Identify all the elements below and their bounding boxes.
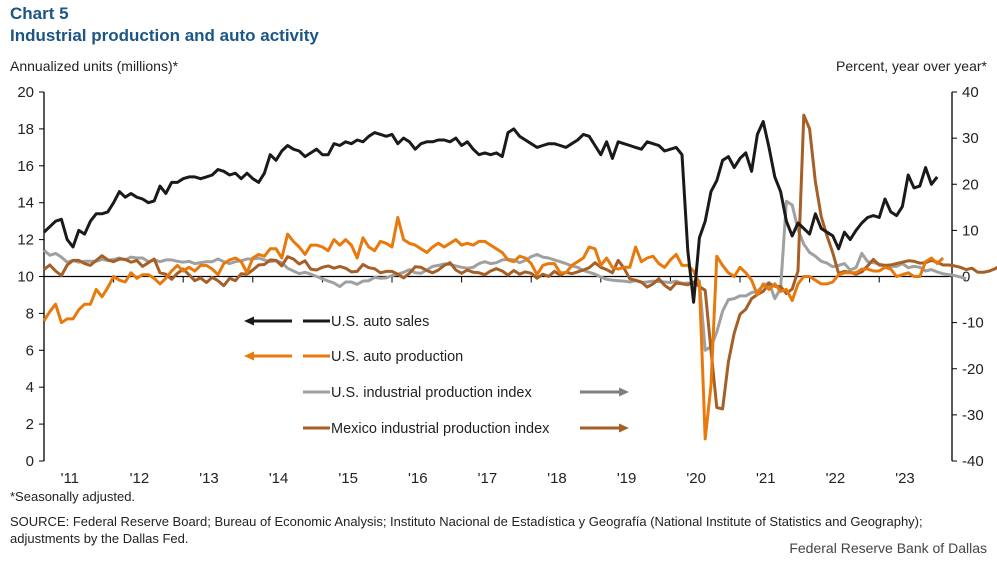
x-tick-label: '13 (199, 470, 219, 487)
u-s-auto-sales-line (42, 120, 939, 304)
legend-arrowhead-right-icon (619, 423, 629, 433)
left-tick-label: 12 (17, 232, 34, 249)
chart-svg: 0 2 4 6 8 10 12 14 16 18 20 -40 -30 -20 -10 0 10 20 30 40 '1… (17, 84, 997, 487)
left-tick-label: 20 (17, 84, 34, 101)
x-tick-label: '19 (617, 470, 637, 487)
x-tick-label: '21 (756, 470, 776, 487)
left-axis-label: Annualized units (millions)* (10, 58, 179, 74)
left-tick-label: 14 (17, 195, 34, 212)
left-tick-label: 0 (26, 453, 34, 470)
legend-arrowhead-right-icon (619, 387, 629, 397)
x-tick-label: '23 (895, 470, 915, 487)
x-tick-label: '14 (269, 470, 289, 487)
left-tick-label: 8 (26, 305, 34, 322)
legend-label: U.S. auto sales (331, 314, 429, 330)
right-tick-label: 30 (962, 130, 979, 147)
x-tick-label: '15 (338, 470, 358, 487)
x-tick-label: '12 (130, 470, 150, 487)
x-tick-label: '11 (61, 470, 79, 487)
series-group (42, 113, 997, 441)
x-tick-label: '17 (478, 470, 498, 487)
x-tick-label: '18 (547, 470, 567, 487)
right-tick-label: -30 (962, 407, 984, 424)
right-tick-label: -10 (962, 315, 984, 332)
footnote: *Seasonally adjusted. (10, 489, 136, 504)
right-tick-label: 20 (962, 176, 979, 193)
legend: U.S. auto sales U.S. auto production U.S. … (244, 314, 629, 437)
x-tick-label: '22 (826, 470, 846, 487)
right-tick-label: -40 (962, 453, 984, 470)
x-tick-label: '16 (408, 470, 428, 487)
legend-label: U.S. auto production (331, 349, 463, 365)
right-tick-label: 40 (962, 84, 979, 101)
u-s-auto-production-line (42, 216, 945, 441)
left-tick-label: 4 (26, 379, 34, 396)
left-tick-label: 6 (26, 342, 34, 359)
left-tick-label: 16 (17, 158, 34, 175)
legend-arrowhead-left-icon (244, 316, 254, 326)
u-s-industrial-production-index-line (43, 199, 967, 352)
chart-title: Industrial production and auto activity (10, 26, 319, 45)
legend-arrowhead-left-icon (244, 351, 254, 361)
legend-label: U.S. industrial production index (331, 385, 532, 401)
chart-number: Chart 5 (10, 4, 69, 23)
right-axis-label: Percent, year over year* (836, 58, 987, 74)
left-tick-label: 10 (17, 269, 34, 286)
right-tick-label: -20 (962, 361, 984, 378)
x-tick-label: '20 (686, 470, 706, 487)
source-note: SOURCE: Federal Reserve Board; Bureau of… (10, 514, 923, 546)
left-tick-label: 2 (26, 416, 34, 433)
left-tick-label: 18 (17, 121, 34, 138)
right-tick-label: 10 (962, 222, 979, 239)
legend-label: Mexico industrial production index (331, 421, 550, 437)
brand-label: Federal Reserve Bank of Dallas (789, 540, 987, 556)
axes: 0 2 4 6 8 10 12 14 16 18 20 -40 -30 -20 -10 0 10 20 30 40 '1… (17, 84, 983, 487)
right-tick-label: 0 (962, 269, 970, 286)
